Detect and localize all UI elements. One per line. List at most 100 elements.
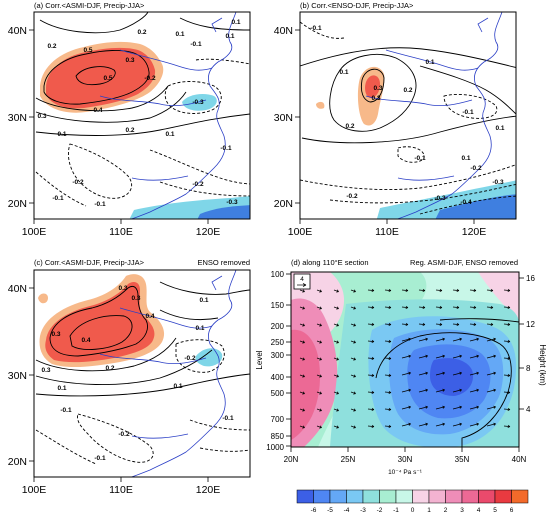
- y2-tick-label: 12: [526, 320, 535, 329]
- wind-vector: [384, 322, 392, 326]
- wind-vector: [469, 322, 477, 326]
- colorbar-label: 4: [477, 507, 481, 514]
- y2-tick-label: 4: [526, 405, 531, 414]
- wind-vector: [486, 422, 496, 427]
- wind-vector: [435, 405, 445, 410]
- colorbar-label: 2: [444, 507, 448, 514]
- colorbar-label: -6: [311, 507, 317, 514]
- wind-vector: [503, 390, 511, 394]
- panel-b-ticks: [295, 29, 475, 224]
- y-tick-label: 30N: [274, 112, 293, 124]
- wind-vector: [503, 407, 511, 411]
- wind-vector: [452, 371, 462, 376]
- panel-b-coastline: [396, 12, 503, 219]
- y-tick-label: 40N: [8, 25, 27, 37]
- y-tick-label: 500: [271, 389, 285, 398]
- wind-vector: [401, 422, 411, 427]
- panel-d-zero-contour: [375, 332, 512, 447]
- colorbar-swatch: [461, 489, 479, 504]
- contour-label: -0.1: [94, 455, 106, 462]
- contour-label: 0.3: [37, 113, 46, 120]
- panel-a-ticks: [29, 29, 209, 224]
- wind-vector: [333, 391, 339, 395]
- wind-vector: [333, 323, 339, 327]
- wind-vector: [367, 339, 375, 343]
- contour-label: 0.3: [125, 57, 134, 64]
- wind-vector: [452, 337, 462, 342]
- y-tick-label: 20N: [274, 198, 293, 210]
- colorbar-swatch: [346, 489, 364, 504]
- colorbar-swatch: [362, 489, 380, 504]
- wind-vector: [452, 388, 462, 393]
- y-tick-label: 40N: [8, 283, 27, 295]
- wind-vector: [350, 306, 356, 310]
- contour-label: -0.1: [220, 145, 232, 152]
- wind-vector: [367, 288, 375, 292]
- colorbar-swatch: [329, 489, 347, 504]
- contour-label: -0.3: [492, 179, 504, 186]
- wind-vector: [350, 374, 356, 378]
- panel-c-title: (c) Corr.<ASMI-DJF, Precip-JJA>: [34, 258, 145, 267]
- contour-label: 0.2: [137, 29, 146, 36]
- colorbar-swatch: [428, 489, 446, 504]
- wind-vector: [435, 422, 445, 427]
- colorbar: -6 -5 -4 -3 -2 -1 0 1 2 3 4 5 6: [296, 489, 529, 514]
- contour-label: -0.2: [184, 355, 196, 362]
- contour-label: 0.2: [345, 123, 354, 130]
- contour-label: 0.5: [83, 47, 92, 54]
- x-tick-label: 120E: [196, 484, 221, 496]
- wind-vector: [418, 388, 428, 393]
- contour-label: -0.1: [310, 25, 322, 32]
- colorbar-swatch: [296, 489, 314, 504]
- y-tick-label: 850: [271, 432, 285, 441]
- wind-vector: [350, 391, 356, 395]
- contour-label: 0.1: [165, 131, 174, 138]
- contour-label: -0.2: [470, 165, 482, 172]
- panel-b-positive-core: [365, 75, 380, 98]
- wind-vector: [418, 288, 426, 292]
- contour-label: 0.3: [51, 331, 60, 338]
- colorbar-label: 1: [427, 507, 431, 514]
- wind-vector: [333, 425, 339, 429]
- x-tick-label: 100E: [22, 226, 47, 238]
- wind-vector: [503, 288, 511, 292]
- wind-vector: [367, 305, 375, 309]
- wind-vector: [486, 337, 496, 342]
- panel-c-small-halo: [38, 293, 48, 304]
- colorbar-swatch: [511, 489, 529, 504]
- wind-vector: [350, 323, 356, 327]
- wind-vector: [350, 340, 356, 344]
- wind-vector: [452, 322, 460, 326]
- panel-d-shade-magenta: [291, 329, 320, 440]
- x-tick-label: 20N: [284, 455, 299, 464]
- wind-vector: [299, 357, 305, 361]
- wind-vector: [469, 305, 477, 309]
- contour-label: 0.3: [118, 285, 127, 292]
- wind-vector: [333, 357, 339, 361]
- y2-tick-label: 8: [526, 364, 531, 373]
- contour-label: 0.1: [425, 59, 434, 66]
- wind-vector: [333, 340, 339, 344]
- contour-label: -0.2: [72, 179, 84, 186]
- contour-label: 0.1: [495, 125, 504, 132]
- wind-vector: [503, 322, 511, 326]
- contour-label: -0.2: [346, 193, 358, 200]
- wind-vector: [486, 405, 496, 410]
- colorbar-label: 0: [411, 507, 415, 514]
- wind-vector: [469, 405, 479, 410]
- panel-b-title: (b) Corr.<ENSO-DJF, Precip-JJA>: [300, 1, 414, 10]
- wind-vector: [333, 408, 339, 412]
- panel-c: (c) Corr.<ASMI-DJF, Precip-JJA> ENSO rem…: [8, 258, 251, 496]
- wind-vector: [469, 337, 479, 342]
- wind-vector: [435, 322, 443, 326]
- x-tick-label: 100E: [288, 226, 313, 238]
- wind-vector: [367, 373, 375, 377]
- wind-vector: [503, 356, 511, 360]
- colorbar-swatch: [478, 489, 496, 504]
- contour-label: 0.2: [125, 127, 134, 134]
- wind-vector: [299, 425, 305, 429]
- y-tick-label: 20N: [8, 456, 27, 468]
- panel-c-river: [99, 353, 207, 365]
- wind-vector: [367, 322, 375, 326]
